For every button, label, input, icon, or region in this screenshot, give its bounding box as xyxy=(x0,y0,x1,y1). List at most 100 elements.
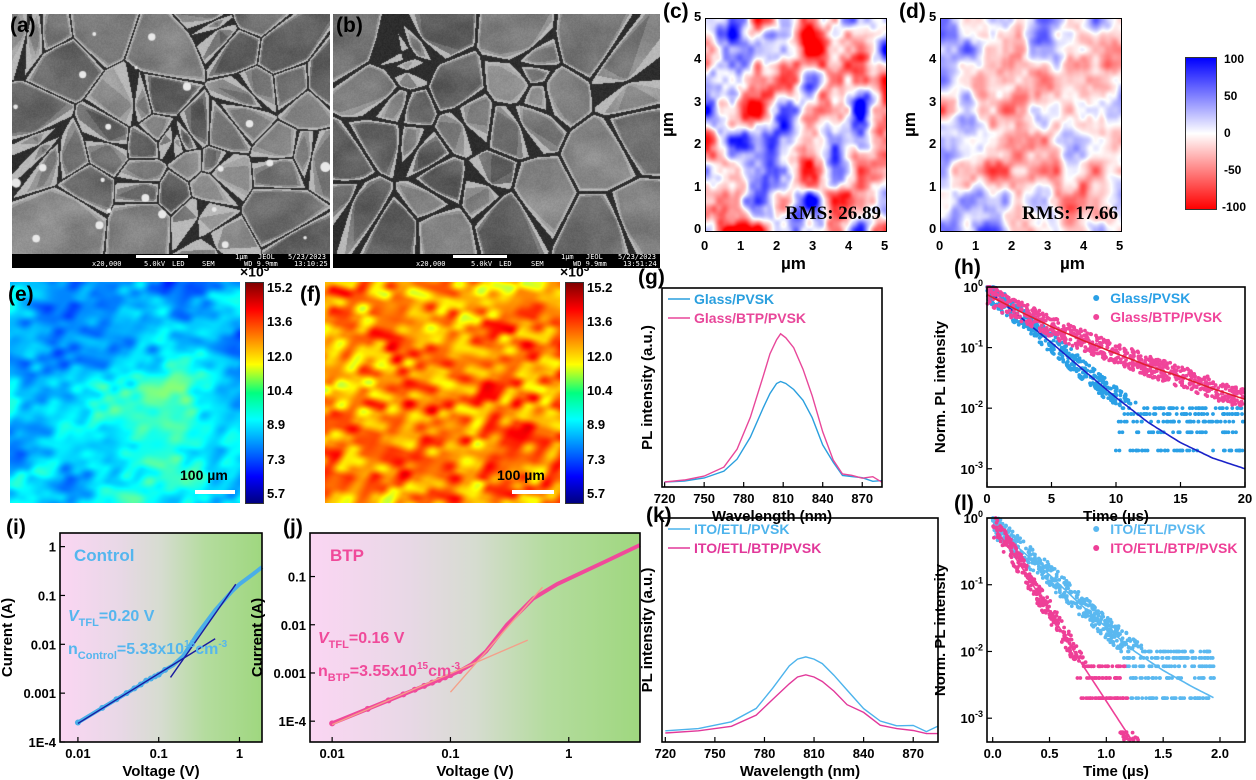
data-point xyxy=(1004,313,1009,318)
x-tick-label: 780 xyxy=(733,491,755,506)
data-point xyxy=(1061,592,1066,597)
data-point xyxy=(1187,419,1192,424)
sem-info-bar-b: 1µm JEOL 5/23/2023 x20,000 5.0kV LED SEM… xyxy=(333,254,660,268)
y-axis-label: Norm. PL intensity xyxy=(932,320,949,453)
data-point xyxy=(1198,649,1203,654)
data-point xyxy=(1040,588,1045,593)
n-unit-exponent: -3 xyxy=(218,639,227,650)
data-point xyxy=(1075,346,1080,350)
data-point xyxy=(1116,360,1120,365)
data-point xyxy=(1165,419,1169,424)
linear-fit-1 xyxy=(169,583,237,678)
y-tick-label: 100 xyxy=(964,278,983,295)
data-point xyxy=(1103,338,1108,343)
data-point xyxy=(1091,369,1096,374)
data-point xyxy=(1135,362,1140,366)
data-point xyxy=(1085,613,1089,617)
data-point xyxy=(1201,676,1206,680)
afm-x-tick: 1 xyxy=(972,238,980,253)
data-point xyxy=(1030,547,1035,552)
vtfl-symbol: V xyxy=(68,608,80,625)
data-point xyxy=(1037,326,1042,331)
data-point xyxy=(1075,367,1080,372)
data-point xyxy=(1124,358,1128,362)
data-point xyxy=(1103,635,1108,640)
data-point xyxy=(1137,363,1142,368)
data-point xyxy=(1118,389,1122,393)
legend-marker xyxy=(1093,526,1100,532)
data-point xyxy=(1075,592,1080,597)
data-point xyxy=(1098,631,1103,636)
colorbar-tick: 5.7 xyxy=(587,485,606,501)
data-point xyxy=(1080,596,1084,601)
data-point xyxy=(1109,358,1114,362)
x-axis-label: Time (µs) xyxy=(1083,763,1149,780)
data-point xyxy=(1076,341,1081,346)
sem-working-distance: WD 9.9mm xyxy=(244,260,278,268)
data-point xyxy=(1009,555,1014,560)
sem-voltage: 5.0kV xyxy=(471,260,493,268)
afm-y-tick: 4 xyxy=(929,51,937,67)
data-point xyxy=(1219,406,1224,411)
data-point xyxy=(1077,612,1081,617)
data-point xyxy=(1065,363,1069,368)
data-point xyxy=(1157,676,1162,680)
panel-label-g: (g) xyxy=(638,266,665,289)
sem-voltage: 5.0kV xyxy=(144,260,166,268)
data-point xyxy=(1136,354,1141,359)
data-point xyxy=(1152,375,1156,380)
sample-label: Control xyxy=(74,546,134,565)
data-point xyxy=(1026,560,1031,565)
y-axis-label: Current (A) xyxy=(0,598,16,677)
data-point xyxy=(1105,632,1109,636)
pl-colorbar xyxy=(565,282,584,504)
data-point xyxy=(1114,664,1119,669)
colorbar-tick: 13.6 xyxy=(267,314,293,330)
data-point xyxy=(1096,613,1101,618)
tick-base: 10 xyxy=(961,401,975,416)
afm-y-axis-label: µm xyxy=(657,112,677,137)
data-point xyxy=(1100,390,1105,395)
data-point xyxy=(1180,448,1185,453)
data-point xyxy=(1100,676,1105,680)
fit-line-1 xyxy=(992,524,1133,741)
data-point xyxy=(1078,327,1083,332)
x-tick-label: 1.0 xyxy=(1097,746,1115,761)
data-point xyxy=(1122,664,1127,669)
plot-frame xyxy=(59,532,263,743)
y-tick-label: 0.1 xyxy=(288,570,306,585)
data-point xyxy=(1013,315,1018,319)
data-point xyxy=(1099,610,1104,615)
data-point xyxy=(1026,584,1031,589)
y-axis-label: PL intensity (a.u.) xyxy=(639,568,656,693)
data-point xyxy=(1135,349,1140,354)
x-tick-label: 0.01 xyxy=(319,746,344,761)
data-point xyxy=(1031,568,1036,573)
data-point xyxy=(1193,377,1197,382)
data-point xyxy=(1224,406,1229,411)
x-axis-label: Wavelength (nm) xyxy=(740,763,860,780)
data-point xyxy=(1031,310,1036,315)
data-point xyxy=(1055,317,1060,322)
data-point xyxy=(1024,580,1028,585)
data-point xyxy=(1210,419,1215,424)
data-point xyxy=(1151,358,1155,363)
data-point xyxy=(1024,304,1029,308)
data-point xyxy=(1056,321,1061,325)
pl-colorbar xyxy=(245,282,264,504)
data-point xyxy=(1075,595,1079,600)
data-point xyxy=(1077,649,1082,654)
data-point xyxy=(1081,696,1086,701)
data-point xyxy=(1089,617,1094,622)
data-point xyxy=(1113,401,1118,406)
afm-y-tick: 4 xyxy=(694,51,702,67)
data-point xyxy=(1075,604,1080,609)
y-tick-label: 1 xyxy=(49,540,56,555)
data-point xyxy=(1223,386,1228,391)
data-point xyxy=(1096,696,1101,701)
data-point xyxy=(1146,374,1150,378)
data-point xyxy=(1118,646,1123,651)
scale-bar xyxy=(512,490,554,494)
data-point xyxy=(1035,570,1040,575)
